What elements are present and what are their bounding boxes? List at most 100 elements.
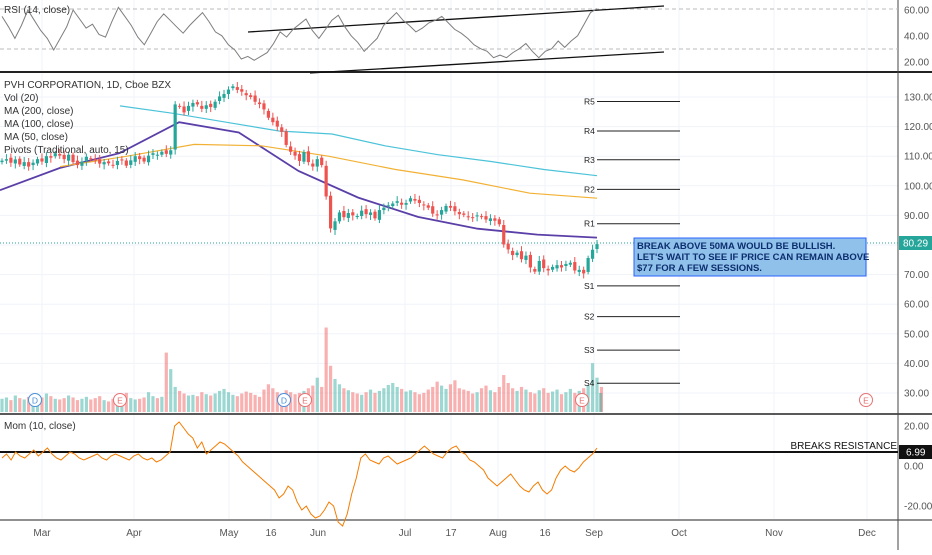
candle-body-13	[58, 153, 62, 156]
candle-body-83	[368, 212, 373, 215]
candle-body-91	[404, 202, 408, 205]
ma50-indicator-label[interactable]: MA (50, close)	[4, 132, 68, 143]
volume-bar-41	[182, 393, 186, 412]
volume-bar-91	[404, 391, 408, 412]
candle-body-92	[408, 198, 413, 202]
volume-bar-60	[266, 384, 271, 412]
volume-bar-20	[89, 399, 93, 412]
pivot-label-R5: R5	[584, 96, 595, 106]
candle-body-79	[351, 212, 355, 216]
candle-body-133	[590, 249, 595, 259]
ma200-indicator-label[interactable]: MA (200, close)	[4, 106, 73, 117]
volume-bar-38	[169, 369, 173, 412]
candle-body-5	[22, 162, 26, 166]
volume-bar-106	[471, 393, 475, 412]
volume-bar-57	[253, 394, 257, 412]
volume-bar-96	[426, 389, 430, 412]
candle-body-112	[497, 219, 501, 225]
volume-bar-101	[448, 384, 453, 412]
symbol-title[interactable]: PVH CORPORATION, 1D, Cboe BZX	[4, 80, 171, 91]
candle-body-105	[466, 216, 470, 218]
ma-200-line	[119, 105, 598, 177]
candle-body-56	[249, 95, 253, 97]
volume-bar-2	[9, 400, 13, 412]
volume-bar-56	[249, 392, 253, 412]
candle-body-108	[479, 216, 484, 218]
ma100-indicator-label[interactable]: MA (100, close)	[4, 119, 73, 130]
volume-bar-92	[408, 390, 413, 412]
candle-body-11	[49, 156, 53, 158]
volume-bar-15	[67, 395, 71, 412]
event-marker-3	[298, 393, 312, 407]
volume-bar-10	[44, 393, 49, 412]
volume-bar-90	[400, 388, 404, 412]
volume-bar-125	[555, 389, 559, 412]
volume-bar-33	[146, 392, 151, 412]
candle-body-109	[484, 216, 488, 220]
volume-bar-49	[217, 390, 222, 412]
candle-body-28	[124, 160, 128, 166]
candle-body-110	[488, 218, 493, 222]
time-axis-tick-7: Aug	[489, 528, 507, 539]
candle-body-93	[413, 198, 417, 201]
volume-bar-47	[209, 395, 213, 412]
volume-bar-112	[497, 386, 501, 412]
callout-box[interactable]	[633, 237, 867, 277]
candle-body-57	[253, 95, 257, 102]
candle-body-59	[262, 103, 266, 110]
candle-body-9	[40, 158, 44, 162]
volume-bar-52	[231, 394, 235, 412]
candle-body-43	[191, 102, 195, 107]
volume-bar-0	[0, 398, 4, 412]
candle-body-51	[226, 89, 231, 95]
candle-body-98	[435, 214, 439, 216]
volume-bar-62	[275, 392, 279, 412]
vol-indicator-label[interactable]: Vol (20)	[4, 93, 38, 104]
candle-body-8	[35, 159, 40, 164]
pivots-indicator-label[interactable]: Pivots (Traditional, auto, 15)	[4, 145, 129, 156]
candle-body-76	[337, 212, 342, 222]
volume-bar-46	[204, 394, 208, 412]
candle-body-10	[44, 156, 49, 164]
candle-body-15	[67, 154, 71, 161]
volume-bar-83	[368, 389, 373, 412]
volume-bar-36	[160, 396, 164, 412]
volume-bar-105	[466, 390, 470, 412]
time-axis-tick-12: Dec	[858, 528, 876, 539]
volume-bar-9	[40, 397, 44, 412]
callout-line-2: LET'S WAIT TO SEE IF PRICE CAN REMAIN AB…	[637, 252, 869, 263]
volume-bar-116	[515, 390, 519, 412]
volume-bar-123	[546, 392, 550, 412]
event-label-5: E	[863, 396, 869, 406]
candle-body-73	[324, 165, 328, 197]
candle-body-113	[502, 225, 506, 245]
time-axis-tick-4: Jun	[310, 528, 326, 539]
candle-body-134	[595, 244, 599, 249]
candle-body-6	[27, 162, 31, 167]
volume-bar-107	[475, 392, 479, 412]
candle-body-42	[186, 105, 191, 111]
candle-body-96	[426, 205, 430, 208]
candle-body-111	[493, 218, 497, 221]
volume-bar-extra	[599, 393, 603, 412]
volume-bar-85	[377, 390, 382, 412]
candle-body-89	[395, 201, 399, 203]
candle-body-124	[550, 266, 555, 270]
pivot-label-S3: S3	[584, 345, 595, 355]
candle-body-21	[93, 159, 97, 161]
candle-body-3	[13, 159, 17, 164]
volume-bar-86	[382, 388, 386, 412]
candle-body-36	[160, 151, 164, 155]
candle-body-103	[457, 211, 461, 215]
mom-axis-tick-2: -20.00	[904, 502, 932, 513]
volume-bar-124	[550, 391, 555, 412]
rsi-axis-tick-0: 60.00	[904, 6, 929, 17]
candle-body-87	[386, 205, 390, 207]
candle-body-64	[284, 131, 288, 145]
volume-bar-119	[528, 392, 532, 412]
candle-body-116	[515, 252, 519, 256]
candle-body-25	[111, 164, 115, 166]
volume-bar-114	[506, 382, 510, 412]
time-axis-tick-3: 16	[265, 528, 277, 539]
volume-bar-98	[435, 381, 439, 412]
